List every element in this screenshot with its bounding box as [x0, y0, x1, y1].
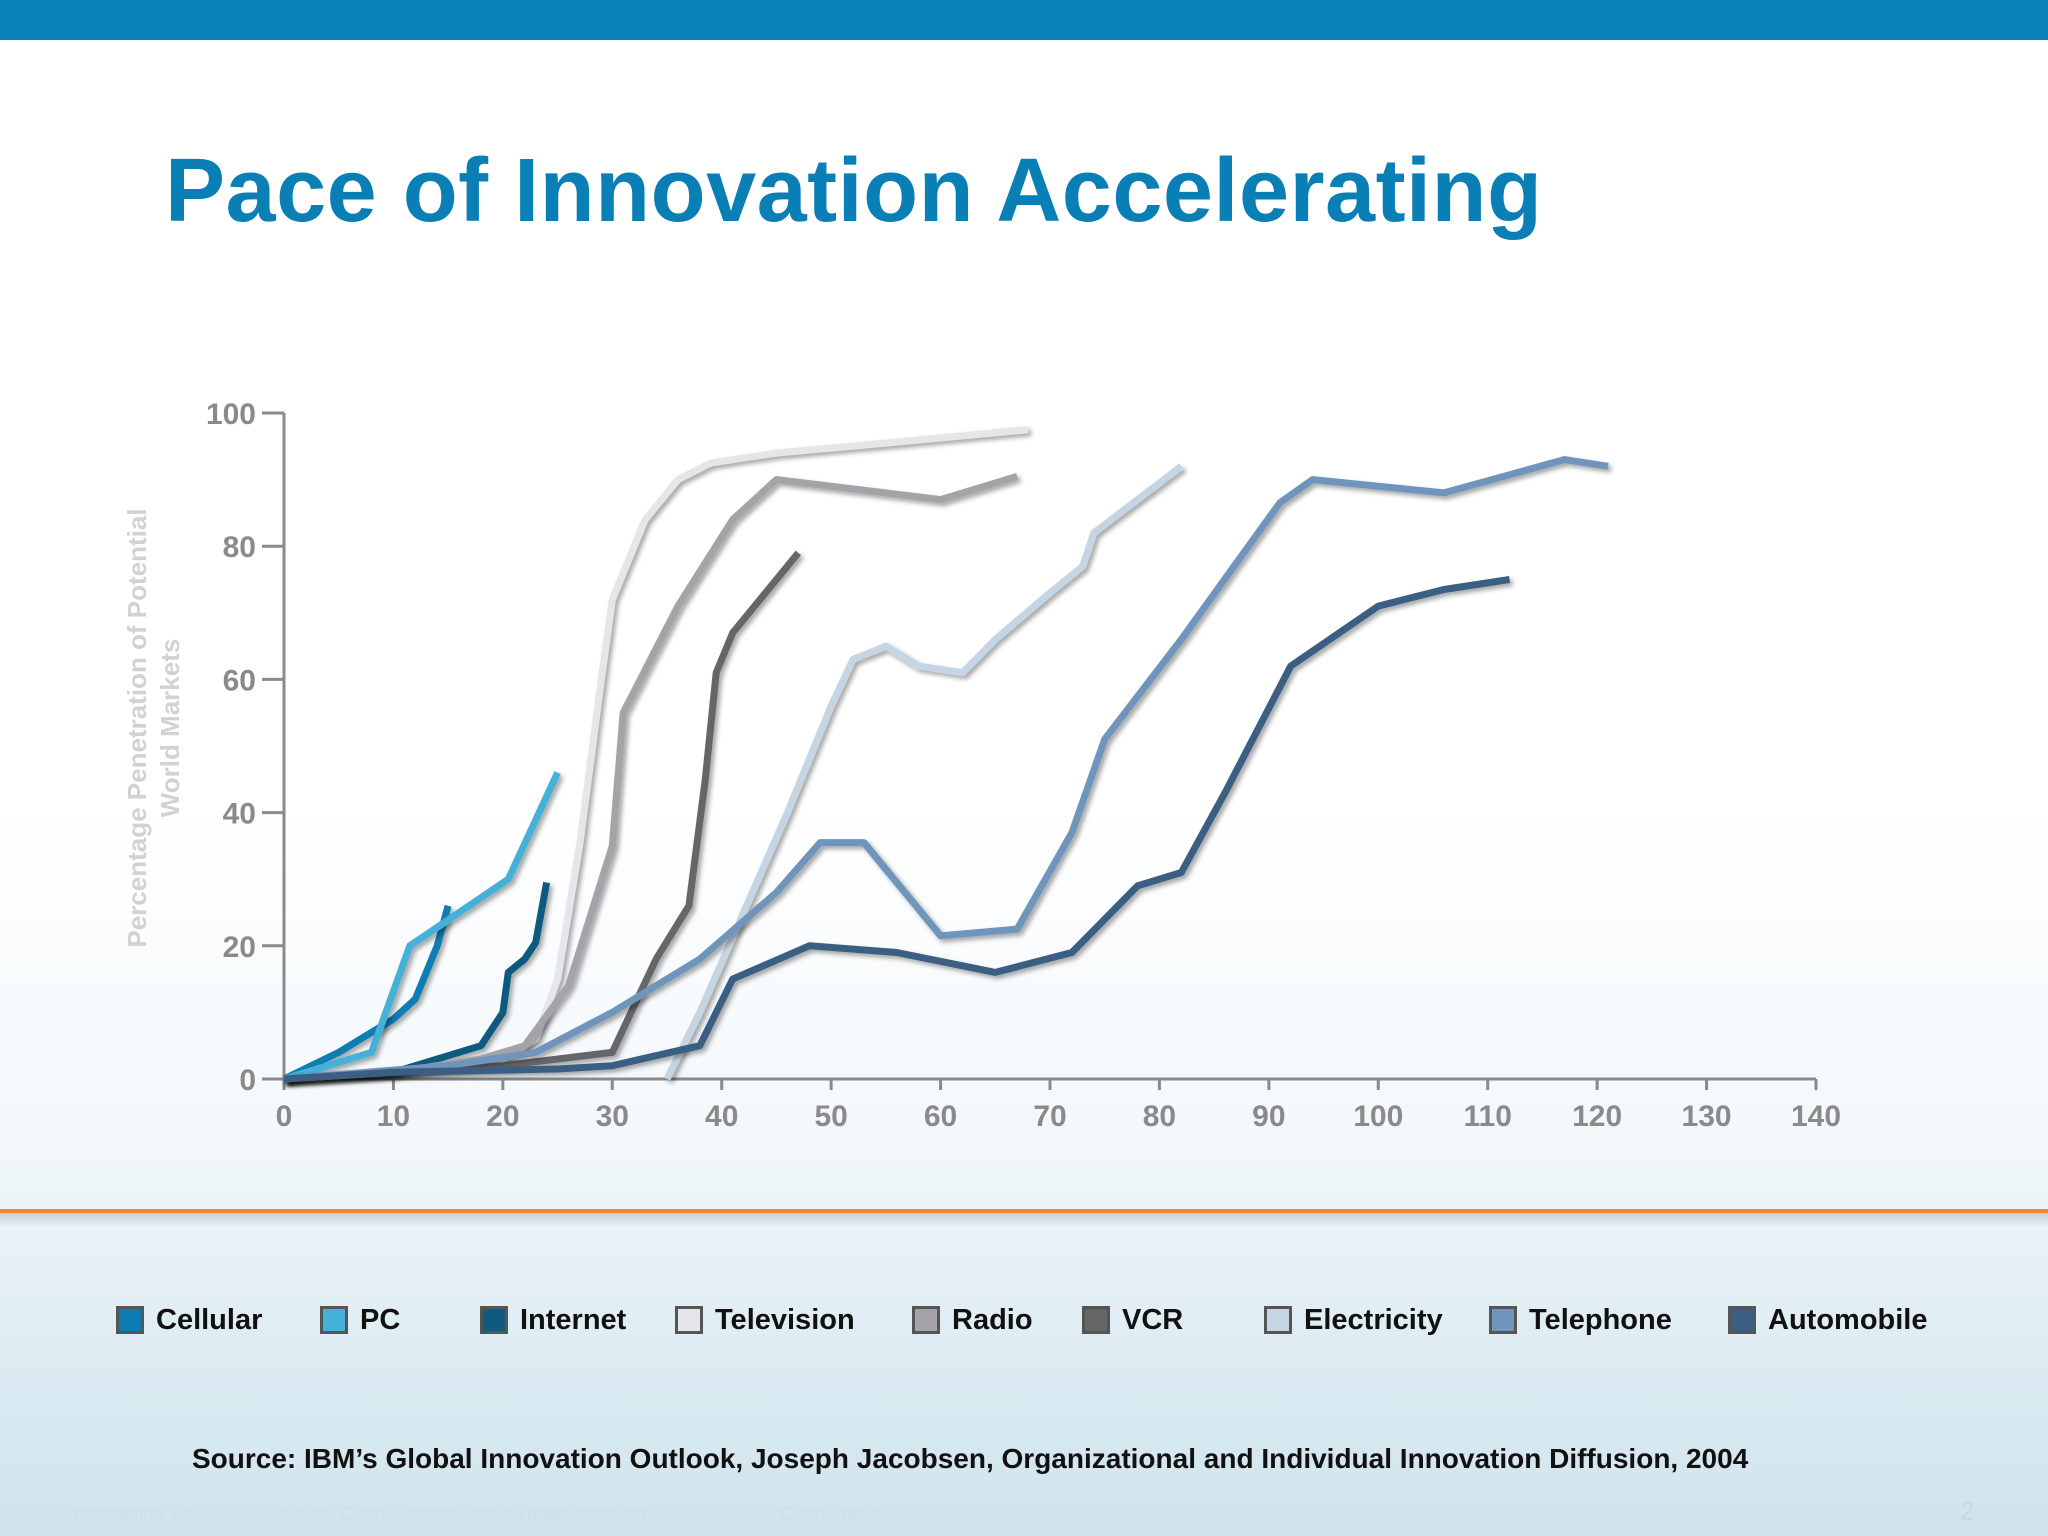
series-line-telephone — [283, 456, 1609, 1083]
series-line-cellular — [282, 904, 452, 1083]
y-axis-title-line: World Markets — [155, 639, 185, 818]
legend-label: Television — [715, 1303, 855, 1336]
legend-item-cellular: Cellular — [116, 1300, 262, 1340]
legend-swatch — [480, 1306, 508, 1334]
y-tick-label: 100 — [206, 398, 256, 431]
legend-item-radio: Radio — [912, 1300, 1033, 1340]
chart-legend: Cellular PC Internet Television Radio VCR Elec… — [0, 1300, 2048, 1340]
y-axis-title: Percentage Penetration of Potential World… — [122, 508, 185, 947]
series-line-electricity — [663, 463, 1184, 1081]
y-axis-title-line: Percentage Penetration of Potential — [122, 508, 152, 947]
footer-copyright: © 2009 Cisco Systems, Inc. All rights re… — [277, 1504, 652, 1524]
legend-item-vcr: VCR — [1082, 1300, 1183, 1340]
x-tick-label: 130 — [1682, 1100, 1732, 1133]
legend-item-telephone: Telephone — [1489, 1300, 1672, 1340]
x-tick-label: 110 — [1464, 1100, 1512, 1133]
legend-item-television: Television — [675, 1300, 855, 1340]
series-lines — [282, 426, 1609, 1083]
y-axis-label: Percentage Penetration of Potential World… — [122, 508, 185, 947]
legend-label: VCR — [1122, 1303, 1184, 1336]
axes: 0 10 20 30 40 50 60 70 80 90 100 110 120 130 140 0 20 40 6… — [206, 398, 1841, 1133]
y-tick-label: 80 — [223, 531, 256, 564]
slide-title: Pace of Innovation Accelerating — [165, 141, 1543, 241]
series-line-pc — [282, 771, 561, 1083]
series-line-automobile — [283, 576, 1511, 1083]
legend-item-internet: Internet — [480, 1300, 626, 1340]
orange-divider — [0, 1209, 2048, 1213]
legend-label: Telephone — [1529, 1303, 1672, 1336]
x-tick-label: 40 — [705, 1100, 738, 1133]
footer-classification: Cisco Public — [780, 1504, 880, 1524]
x-tick-label: 90 — [1252, 1100, 1285, 1133]
legend-swatch — [1082, 1306, 1110, 1334]
top-brand-bar — [0, 0, 2048, 40]
x-tick-label: 0 — [276, 1100, 293, 1133]
x-tick-label: 60 — [924, 1100, 957, 1133]
x-tick-label: 50 — [814, 1100, 847, 1133]
legend-swatch — [1728, 1306, 1756, 1334]
y-tick-label: 20 — [223, 931, 256, 964]
legend-item-electricity: Electricity — [1264, 1300, 1443, 1340]
y-tick-label: 40 — [223, 798, 256, 831]
x-tick-label: 30 — [596, 1100, 629, 1133]
divider-shadow — [0, 1213, 2048, 1227]
legend-swatch — [116, 1306, 144, 1334]
x-tick-label: 140 — [1791, 1100, 1841, 1133]
legend-label: PC — [360, 1303, 401, 1336]
x-tick-label: 100 — [1353, 1100, 1403, 1133]
legend-label: Automobile — [1768, 1303, 1928, 1336]
x-tick-label: 20 — [486, 1100, 519, 1133]
legend-label: Cellular — [156, 1303, 263, 1336]
legend-item-pc: PC — [320, 1300, 400, 1340]
legend-swatch — [912, 1306, 940, 1334]
legend-label: Radio — [952, 1303, 1033, 1336]
legend-label: Electricity — [1304, 1303, 1443, 1336]
x-tick-label: 120 — [1572, 1100, 1622, 1133]
legend-label: Internet — [520, 1303, 627, 1336]
page-number: 2 — [1960, 1496, 1975, 1526]
x-tick-label: 80 — [1143, 1100, 1176, 1133]
x-tick-label: 70 — [1033, 1100, 1066, 1133]
legend-swatch — [320, 1306, 348, 1334]
line-chart: Percentage Penetration of Potential World… — [122, 398, 1841, 1133]
legend-swatch — [1489, 1306, 1517, 1334]
y-tick-label: 60 — [223, 664, 256, 697]
legend-swatch — [1264, 1306, 1292, 1334]
footer-presentation-id: Presentation_ID — [62, 1504, 192, 1524]
source-citation: Source: IBM’s Global Innovation Outlook,… — [192, 1443, 1749, 1474]
x-tick-label: 10 — [377, 1100, 410, 1133]
legend-item-automobile: Automobile — [1728, 1300, 1928, 1340]
legend-swatch — [675, 1306, 703, 1334]
y-tick-label: 0 — [239, 1064, 256, 1097]
